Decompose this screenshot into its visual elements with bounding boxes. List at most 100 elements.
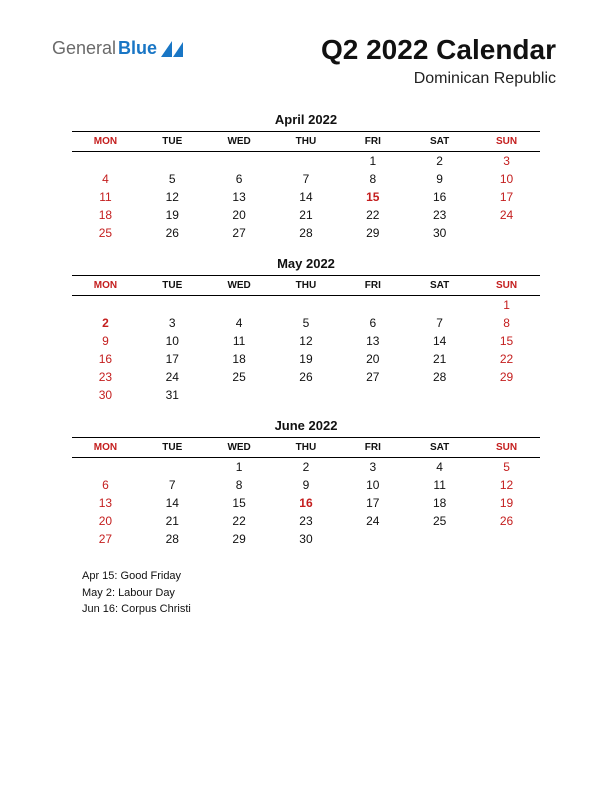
day-cell: 3 <box>473 152 540 171</box>
day-header: MON <box>72 276 139 296</box>
day-cell: 6 <box>206 170 273 188</box>
day-header: SUN <box>473 276 540 296</box>
day-header: SAT <box>406 276 473 296</box>
day-cell: 21 <box>139 512 206 530</box>
day-cell: 24 <box>339 512 406 530</box>
day-cell: 15 <box>473 332 540 350</box>
logo-sail-icon <box>161 41 183 57</box>
day-cell: 13 <box>206 188 273 206</box>
day-cell: 8 <box>339 170 406 188</box>
day-cell <box>406 386 473 404</box>
day-cell <box>273 386 340 404</box>
day-cell: 9 <box>273 476 340 494</box>
day-cell: 10 <box>339 476 406 494</box>
day-cell: 6 <box>72 476 139 494</box>
day-cell <box>339 296 406 315</box>
day-cell: 14 <box>273 188 340 206</box>
day-header: FRI <box>339 276 406 296</box>
day-cell <box>473 386 540 404</box>
day-cell: 5 <box>473 458 540 477</box>
day-cell: 3 <box>139 314 206 332</box>
day-cell: 4 <box>406 458 473 477</box>
day-header: SUN <box>473 438 540 458</box>
day-header: FRI <box>339 438 406 458</box>
day-cell <box>72 152 139 171</box>
day-cell: 7 <box>406 314 473 332</box>
day-cell: 7 <box>139 476 206 494</box>
day-cell: 12 <box>273 332 340 350</box>
day-cell: 4 <box>72 170 139 188</box>
day-cell: 18 <box>406 494 473 512</box>
day-cell: 30 <box>72 386 139 404</box>
day-cell: 13 <box>72 494 139 512</box>
day-cell: 5 <box>273 314 340 332</box>
day-cell: 16 <box>406 188 473 206</box>
day-cell: 12 <box>139 188 206 206</box>
day-cell <box>72 296 139 315</box>
day-cell: 21 <box>406 350 473 368</box>
day-cell: 17 <box>139 350 206 368</box>
day-cell: 17 <box>473 188 540 206</box>
day-cell: 14 <box>406 332 473 350</box>
day-cell: 22 <box>206 512 273 530</box>
day-header: SAT <box>406 438 473 458</box>
day-cell: 1 <box>473 296 540 315</box>
day-header: TUE <box>139 438 206 458</box>
day-cell: 17 <box>339 494 406 512</box>
day-cell: 21 <box>273 206 340 224</box>
day-cell: 18 <box>72 206 139 224</box>
month-name: June 2022 <box>72 418 540 433</box>
day-cell <box>206 296 273 315</box>
day-cell: 26 <box>473 512 540 530</box>
day-cell: 19 <box>473 494 540 512</box>
day-cell <box>273 296 340 315</box>
day-cell <box>473 530 540 548</box>
day-cell: 7 <box>273 170 340 188</box>
day-cell: 27 <box>206 224 273 242</box>
day-cell: 23 <box>273 512 340 530</box>
day-header: MON <box>72 132 139 152</box>
page-subtitle: Dominican Republic <box>40 70 556 88</box>
day-cell <box>72 458 139 477</box>
day-header: SUN <box>473 132 540 152</box>
months-container: April 2022MONTUEWEDTHUFRISATSUN123456789… <box>40 112 572 548</box>
day-cell: 5 <box>139 170 206 188</box>
day-cell: 29 <box>206 530 273 548</box>
day-header: THU <box>273 276 340 296</box>
day-cell: 13 <box>339 332 406 350</box>
day-header: SAT <box>406 132 473 152</box>
day-cell: 2 <box>72 314 139 332</box>
day-header: FRI <box>339 132 406 152</box>
month-block: May 2022MONTUEWEDTHUFRISATSUN12345678910… <box>40 256 572 404</box>
day-cell: 22 <box>473 350 540 368</box>
day-cell <box>339 386 406 404</box>
day-cell: 11 <box>206 332 273 350</box>
day-cell: 1 <box>339 152 406 171</box>
day-cell: 23 <box>72 368 139 386</box>
day-cell: 10 <box>473 170 540 188</box>
day-header: THU <box>273 438 340 458</box>
day-cell: 24 <box>473 206 540 224</box>
month-block: June 2022MONTUEWEDTHUFRISATSUN1234567891… <box>40 418 572 548</box>
day-cell: 1 <box>206 458 273 477</box>
day-cell: 15 <box>206 494 273 512</box>
day-cell: 31 <box>139 386 206 404</box>
day-cell <box>339 530 406 548</box>
day-cell <box>273 152 340 171</box>
day-cell: 23 <box>406 206 473 224</box>
day-header: TUE <box>139 132 206 152</box>
day-cell: 26 <box>139 224 206 242</box>
logo-text-1: General <box>52 38 116 59</box>
day-cell: 11 <box>406 476 473 494</box>
logo: General Blue <box>52 38 183 59</box>
day-cell <box>139 458 206 477</box>
day-cell: 28 <box>139 530 206 548</box>
day-header: WED <box>206 276 273 296</box>
day-cell: 16 <box>72 350 139 368</box>
day-cell: 4 <box>206 314 273 332</box>
day-cell: 9 <box>72 332 139 350</box>
day-cell <box>139 152 206 171</box>
day-cell: 25 <box>406 512 473 530</box>
holiday-line: Jun 16: Corpus Christi <box>82 601 572 618</box>
day-cell <box>406 296 473 315</box>
